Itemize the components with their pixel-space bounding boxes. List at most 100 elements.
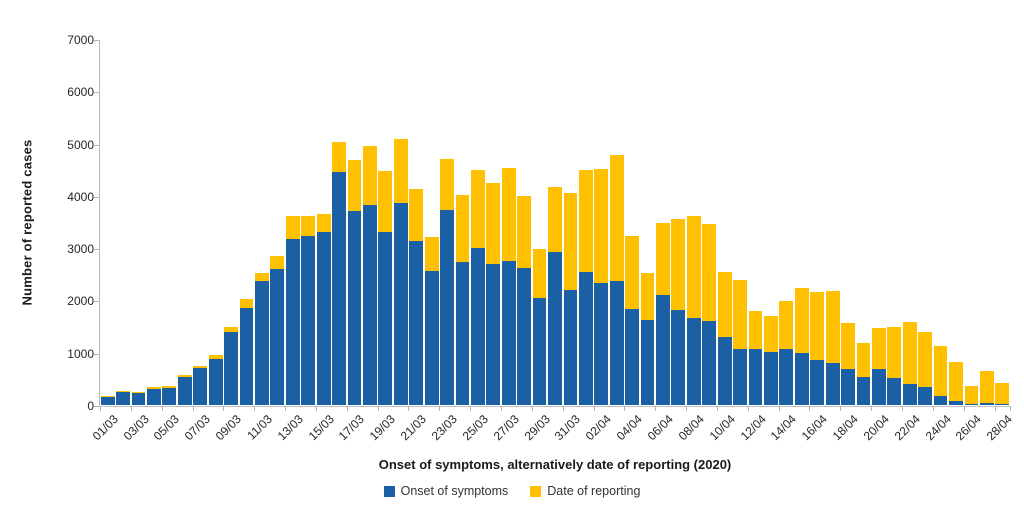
bar-segment-onset: [656, 295, 670, 405]
bar-segment-reporting: [532, 248, 547, 299]
bar-01/04: [578, 170, 593, 405]
bar-segment-onset: [733, 348, 747, 405]
bar-segment-reporting: [594, 169, 609, 283]
bar-segment-reporting: [270, 256, 285, 270]
bar-08/03: [208, 354, 223, 405]
y-tick-label: 5000: [67, 137, 94, 152]
bar-segment-onset: [902, 384, 917, 405]
bar-segment-reporting: [764, 316, 778, 353]
bar-15/03: [316, 213, 331, 405]
bar-13/03: [285, 216, 300, 405]
bar-segment-reporting: [656, 223, 670, 296]
bar-segment-onset: [470, 248, 485, 405]
legend-label-onset: Onset of symptoms: [400, 484, 509, 498]
bar-segment-reporting: [671, 219, 686, 310]
bar-segment-onset: [841, 369, 855, 405]
bar-10/04: [717, 271, 732, 405]
bar-segment-reporting: [301, 215, 316, 236]
bar-segment-reporting: [841, 322, 855, 370]
bar-segment-reporting: [578, 170, 593, 272]
x-axis-tick: [130, 407, 132, 411]
bar-segment-onset: [177, 377, 192, 405]
bar-segment-reporting: [794, 287, 809, 354]
bar-segment-reporting: [887, 326, 902, 379]
x-axis-tick: [809, 407, 811, 411]
bar-segment-reporting: [285, 216, 300, 240]
bar-31/03: [563, 192, 578, 405]
bar-segment-reporting: [332, 141, 346, 173]
bar-15/04: [794, 287, 809, 405]
x-axis-tick: [161, 407, 163, 411]
x-axis-line: [99, 406, 1011, 407]
x-axis-title: Onset of symptoms, alternatively date of…: [378, 457, 732, 472]
bar-25/04: [949, 361, 963, 405]
bar-segment-onset: [609, 280, 624, 405]
bar-10/03: [239, 299, 254, 405]
bar-segment-reporting: [177, 374, 192, 378]
x-axis-tick: [902, 407, 904, 411]
bar-segment-reporting: [255, 272, 269, 282]
bar-segment-onset: [779, 348, 794, 405]
bar-segment-reporting: [131, 391, 146, 393]
legend-item-onset: Onset of symptoms: [383, 484, 509, 498]
x-axis-tick: [192, 407, 194, 411]
bar-26/04: [964, 385, 979, 405]
y-tick-label: 2000: [67, 294, 94, 309]
x-axis-tick: [716, 407, 718, 411]
bar-23/03: [440, 158, 454, 405]
y-axis-line: [99, 40, 100, 407]
bar-segment-onset: [316, 231, 331, 405]
bar-28/03: [517, 196, 532, 405]
bar-segment-onset: [347, 210, 362, 405]
x-axis-tick: [932, 407, 934, 411]
bar-segment-onset: [285, 239, 300, 405]
bar-12/03: [270, 256, 285, 405]
bar-03/04: [609, 154, 624, 405]
bar-09/03: [224, 326, 238, 405]
bar-segment-onset: [794, 353, 809, 405]
bar-segment-reporting: [501, 168, 516, 261]
bar-segment-reporting: [517, 196, 532, 268]
bar-segment-reporting: [949, 361, 963, 401]
bar-19/04: [856, 343, 871, 405]
bar-21/03: [409, 189, 424, 405]
bar-14/04: [779, 300, 794, 405]
bar-09/04: [702, 224, 717, 405]
bar-segment-reporting: [979, 370, 994, 403]
bar-16/03: [332, 141, 346, 405]
x-axis-tick: [408, 407, 410, 411]
bar-segment-onset: [918, 387, 933, 405]
bar-segment-reporting: [625, 235, 640, 310]
bar-segment-onset: [887, 378, 902, 405]
x-axis-tick: [562, 407, 564, 411]
bar-segment-reporting: [640, 272, 655, 320]
bar-segment-reporting: [995, 382, 1010, 404]
y-tick-label: 4000: [67, 189, 94, 204]
x-axis-tick: [1010, 407, 1011, 411]
y-axis-title: Number of reported cases: [19, 139, 35, 306]
y-tick-label: 1000: [67, 346, 94, 361]
y-tick-label: 0: [87, 399, 94, 413]
bar-segment-onset: [548, 252, 562, 405]
bar-segment-reporting: [162, 385, 177, 389]
bar-segment-reporting: [748, 310, 763, 350]
y-axis-tick: [94, 249, 99, 251]
bar-segment-onset: [486, 263, 501, 405]
bar-segment-onset: [270, 269, 285, 405]
y-tick-label: 6000: [67, 85, 94, 100]
bar-segment-reporting: [455, 195, 470, 262]
bar-segment-reporting: [702, 224, 717, 322]
bar-segment-reporting: [147, 387, 161, 389]
bar-14/03: [301, 215, 316, 405]
y-axis-tick: [94, 92, 99, 94]
bar-segment-onset: [301, 235, 316, 405]
x-axis-tick: [994, 407, 996, 411]
bar-segment-onset: [933, 395, 948, 405]
x-axis-tick: [871, 407, 873, 411]
bar-06/03: [177, 374, 192, 405]
bar-03/03: [131, 391, 146, 405]
bar-segment-onset: [594, 282, 609, 405]
bar-25/03: [470, 169, 485, 405]
bar-segment-onset: [255, 281, 269, 405]
